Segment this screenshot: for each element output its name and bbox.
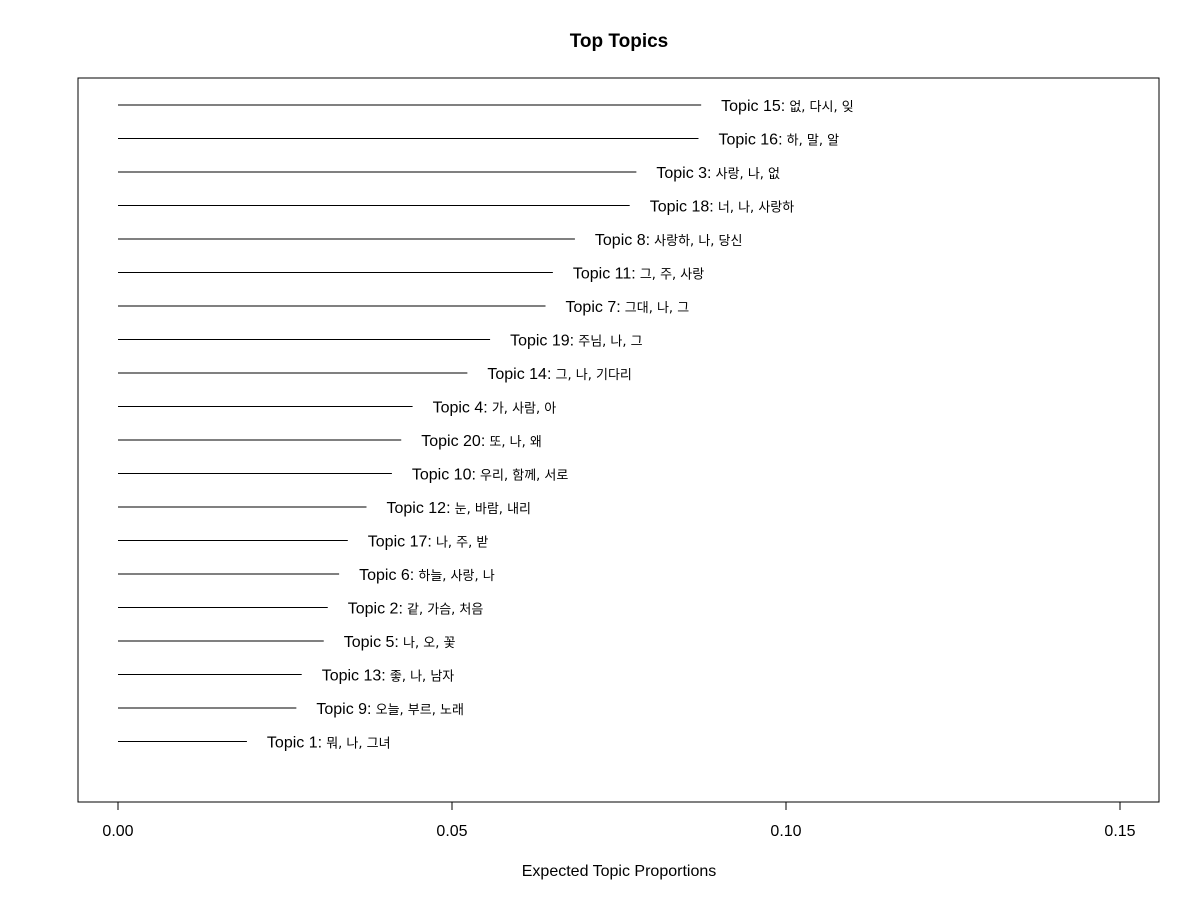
bar-label-topic: Topic 3: bbox=[656, 165, 711, 182]
bar-label-words: 사랑하, 나, 당신 bbox=[650, 234, 742, 249]
bar-label: Topic 3: 사랑, 나, 없 bbox=[656, 165, 780, 182]
bar-label-words: 사랑, 나, 없 bbox=[712, 167, 781, 182]
bar-label: Topic 6: 하늘, 사랑, 나 bbox=[359, 567, 495, 584]
bar-label-topic: Topic 16: bbox=[718, 132, 782, 149]
bar-label-words: 나, 오, 꽃 bbox=[399, 636, 456, 651]
bar-label-words: 가, 사람, 아 bbox=[488, 402, 557, 417]
bar-label: Topic 4: 가, 사람, 아 bbox=[433, 400, 557, 417]
bar-label-topic: Topic 11: bbox=[573, 266, 636, 283]
bar-label: Topic 16: 하, 말, 알 bbox=[718, 132, 839, 149]
bar-label-topic: Topic 6: bbox=[359, 567, 414, 584]
bar-label-words: 눈, 바람, 내리 bbox=[451, 502, 531, 517]
bar-label-topic: Topic 2: bbox=[348, 601, 403, 618]
x-axis-label: Expected Topic Proportions bbox=[522, 863, 716, 880]
bar-label-topic: Topic 15: bbox=[721, 98, 785, 115]
bar-label-words: 하, 말, 알 bbox=[783, 134, 840, 149]
bar-label-words: 뭐, 나, 그녀 bbox=[322, 737, 391, 752]
bar-label-words: 하늘, 사랑, 나 bbox=[414, 569, 495, 584]
bar-label-topic: Topic 7: bbox=[566, 299, 621, 316]
bar-label-topic: Topic 10: bbox=[412, 467, 476, 484]
bar-label: Topic 2: 같, 가슴, 처음 bbox=[348, 601, 484, 618]
x-axis: 0.00 0.05 0.10 0.15 bbox=[102, 801, 1136, 840]
bar-label: Topic 13: 좋, 나, 남자 bbox=[322, 668, 455, 685]
bar-label: Topic 20: 또, 나, 왜 bbox=[421, 433, 542, 450]
bar-label-topic: Topic 18: bbox=[650, 199, 714, 216]
x-tick-label: 0.00 bbox=[102, 823, 133, 840]
bar-label-topic: Topic 8: bbox=[595, 232, 650, 249]
bar-label-words: 주님, 나, 그 bbox=[574, 335, 643, 350]
bar-label: Topic 15: 없, 다시, 잊 bbox=[721, 98, 854, 115]
bar-label-topic: Topic 13: bbox=[322, 668, 386, 685]
bar-label-words: 또, 나, 왜 bbox=[485, 435, 542, 450]
bar-label-words: 좋, 나, 남자 bbox=[386, 670, 455, 685]
bar-label-words: 오늘, 부르, 노래 bbox=[371, 703, 463, 718]
bar-label-topic: Topic 14: bbox=[487, 366, 551, 383]
x-tick-label: 0.15 bbox=[1104, 823, 1135, 840]
bar-label: Topic 7: 그대, 나, 그 bbox=[566, 299, 690, 316]
bar-label-words: 같, 가슴, 처음 bbox=[403, 603, 484, 618]
bar-label-topic: Topic 1: bbox=[267, 735, 322, 752]
bar-label-topic: Topic 12: bbox=[386, 500, 450, 517]
bar-label-words: 너, 나, 사랑하 bbox=[714, 201, 795, 216]
bar-label-topic: Topic 19: bbox=[510, 333, 574, 350]
bar-label: Topic 18: 너, 나, 사랑하 bbox=[650, 199, 795, 216]
bar-label: Topic 1: 뭐, 나, 그녀 bbox=[267, 735, 391, 752]
bar-label-words: 나, 주, 받 bbox=[432, 536, 489, 551]
bar-label: Topic 14: 그, 나, 기다리 bbox=[487, 366, 632, 383]
bar-label-topic: Topic 5: bbox=[344, 634, 399, 651]
bar-label-words: 그대, 나, 그 bbox=[621, 301, 690, 316]
bar-label-words: 그, 나, 기다리 bbox=[551, 368, 631, 383]
bar-label: Topic 9: 오늘, 부르, 노래 bbox=[316, 701, 464, 718]
bar-label: Topic 12: 눈, 바람, 내리 bbox=[386, 500, 531, 517]
bar-label-words: 우리, 함께, 서로 bbox=[476, 469, 568, 484]
bar-label-topic: Topic 4: bbox=[433, 400, 488, 417]
bar-label: Topic 10: 우리, 함께, 서로 bbox=[412, 467, 569, 484]
chart-title: Top Topics bbox=[570, 31, 669, 52]
bar-label: Topic 17: 나, 주, 받 bbox=[368, 534, 489, 551]
bar-label-topic: Topic 9: bbox=[316, 701, 371, 718]
x-tick-label: 0.10 bbox=[770, 823, 801, 840]
bar-label: Topic 5: 나, 오, 꽃 bbox=[344, 634, 456, 651]
bar-label-topic: Topic 17: bbox=[368, 534, 432, 551]
bar-label: Topic 11: 그, 주, 사랑 bbox=[573, 266, 704, 283]
bar-label-words: 없, 다시, 잊 bbox=[785, 100, 854, 115]
bar-label-words: 그, 주, 사랑 bbox=[636, 268, 705, 283]
bar-label: Topic 8: 사랑하, 나, 당신 bbox=[595, 232, 743, 249]
bar-label: Topic 19: 주님, 나, 그 bbox=[510, 333, 643, 350]
bar-label-topic: Topic 20: bbox=[421, 433, 485, 450]
x-tick-label: 0.05 bbox=[436, 823, 467, 840]
